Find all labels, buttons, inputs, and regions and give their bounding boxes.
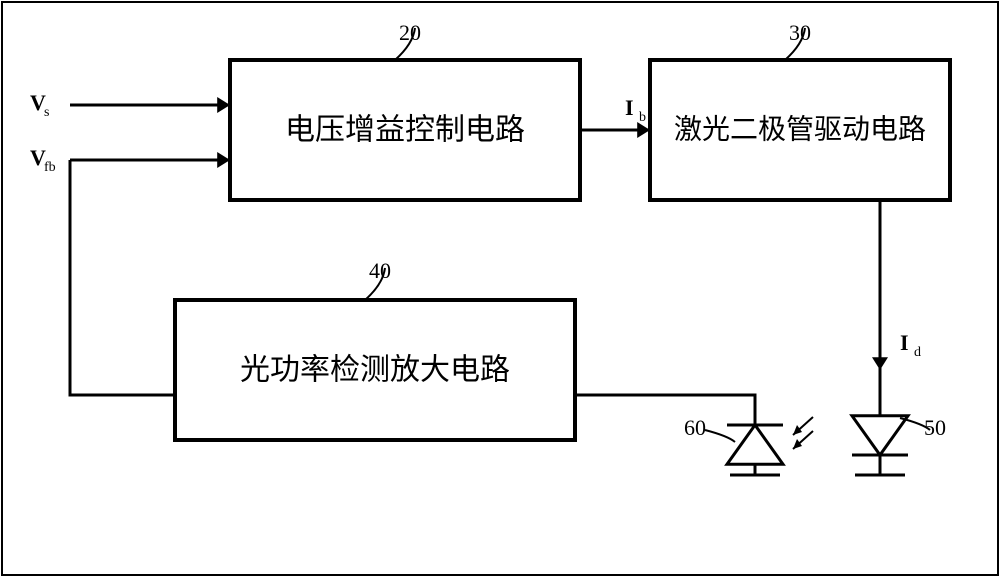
signal-ib: Ib [625,95,646,125]
svg-text:fb: fb [44,160,56,175]
diode-photo: 60 [684,415,813,475]
block-driver: 激光二极管驱动电路30 [650,20,950,200]
svg-text:s: s [44,105,49,120]
svg-text:I: I [900,330,909,355]
ref-label-photo: 60 [684,415,706,440]
ref-label-detect: 40 [369,258,391,283]
signal-vs: Vs [30,90,49,120]
block-gain: 电压增益控制电路20 [230,20,580,200]
wire-detect_to_photodiode [575,395,755,425]
block-driver-label: 激光二极管驱动电路 [674,114,926,146]
leader-l60 [705,430,735,442]
signal-vfb: Vfb [30,145,56,175]
block-detect-label: 光功率检测放大电路 [240,354,510,387]
svg-text:I: I [625,95,634,120]
svg-text:b: b [639,110,646,125]
wire-vfb_feedback [70,160,175,395]
block-detect: 光功率检测放大电路 40 [175,258,575,440]
svg-text:d: d [914,345,921,360]
diode-laser: 50 [852,370,946,475]
signal-id: Id [900,330,921,360]
block-gain-label: 电压增益控制电路 [285,114,525,147]
